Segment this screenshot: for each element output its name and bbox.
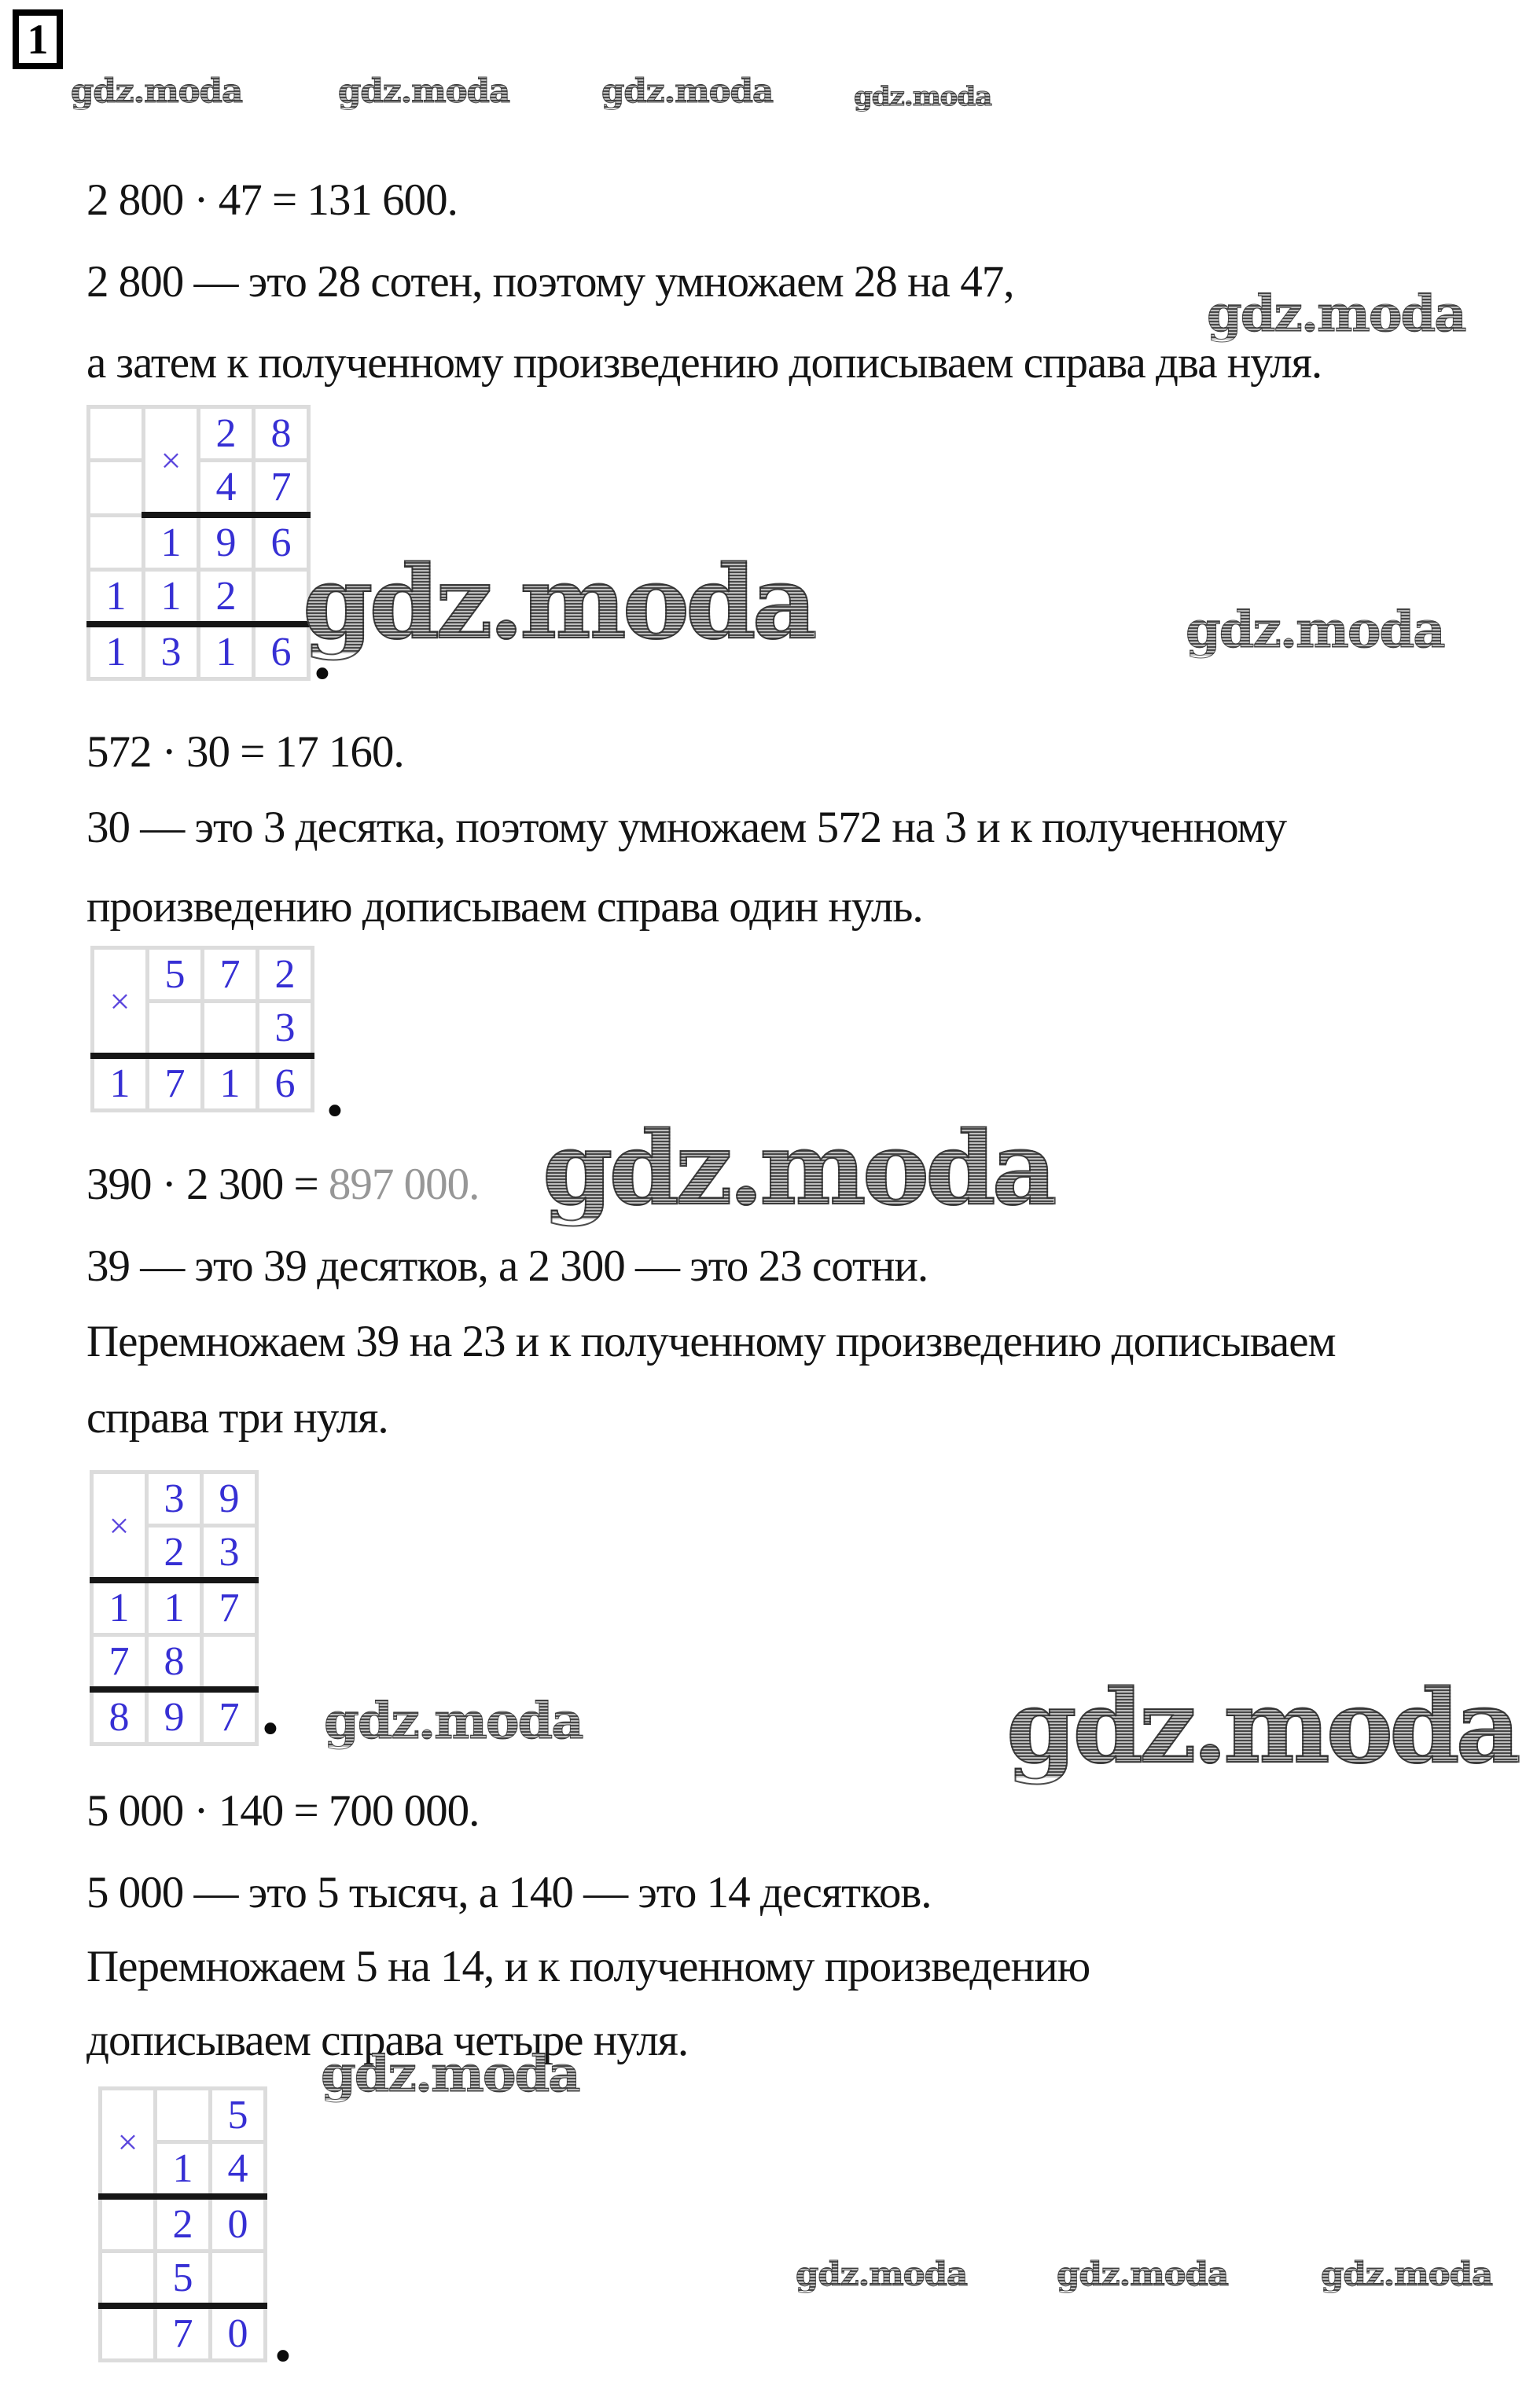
- grid-cell: 8: [145, 1633, 204, 1693]
- multiply-sign: ×: [98, 2086, 157, 2200]
- grid-cell: [200, 999, 259, 1059]
- grid-cell: 5: [145, 946, 204, 1003]
- explanation-line: справа три нуля.: [86, 1393, 389, 1443]
- watermark-text: gdz.moda: [601, 72, 774, 110]
- equation-line: 2 800 · 47 = 131 600.: [86, 175, 458, 225]
- multiply-sign: ×: [142, 405, 200, 518]
- grid-cell: 3: [200, 1524, 259, 1583]
- grid-period: .: [272, 2302, 294, 2376]
- grid-cell: 7: [200, 1687, 259, 1746]
- multiplication-grid-572x3: × 5 7 2 3 1 7 1 6: [90, 946, 314, 1112]
- grid-period: .: [311, 619, 333, 693]
- grid-cell: 6: [256, 1053, 314, 1112]
- multiply-sign: ×: [90, 1470, 149, 1583]
- equation-prefix: 390 · 2 300 =: [86, 1160, 329, 1209]
- multiplication-grid-39x23: × 3 9 2 3 1 1 7 7 8 8 9 7: [90, 1470, 259, 1746]
- grid-cell: 8: [252, 405, 311, 462]
- grid-cell: 7: [90, 1633, 149, 1693]
- grid-period: .: [324, 1057, 346, 1130]
- grid-cell: 0: [208, 2194, 267, 2253]
- grid-cell: 9: [145, 1687, 204, 1746]
- explanation-line: 2 800 — это 28 сотен, поэтому умножаем 2…: [86, 257, 1014, 307]
- grid-cell: 3: [145, 1470, 204, 1528]
- grid-cell: 1: [86, 622, 145, 681]
- grid-cell: 5: [153, 2249, 212, 2309]
- grid-cell: [145, 999, 204, 1059]
- grid-cell: 1: [197, 622, 256, 681]
- grid-cell: 8: [90, 1687, 149, 1746]
- equation-line: 5 000 · 140 = 700 000.: [86, 1786, 480, 1836]
- grid-cell: 1: [90, 1578, 149, 1637]
- watermark-text: gdz.moda: [1006, 1668, 1521, 1786]
- grid-cell: 1: [153, 2140, 212, 2200]
- grid-cell: 3: [142, 622, 200, 681]
- explanation-line: Перемножаем 5 на 14, и к полученному про…: [86, 1942, 1090, 1991]
- watermark-text: gdz.moda: [70, 72, 243, 110]
- watermark-text: gdz.moda: [302, 544, 818, 662]
- explanation-line: 5 000 — это 5 тысяч, а 140 — это 14 деся…: [86, 1868, 932, 1917]
- grid-cell: [98, 2249, 157, 2309]
- grid-cell: 1: [142, 513, 200, 572]
- watermark-text: gdz.moda: [1320, 2255, 1493, 2293]
- watermark-text: gdz.moda: [853, 81, 992, 112]
- grid-cell: 2: [256, 946, 314, 1003]
- multiplication-grid-28x47: × 2 8 4 7 1 9 6 1 1 2 1: [86, 405, 311, 681]
- grid-cell: [86, 513, 145, 572]
- watermark-text: gdz.moda: [324, 1692, 585, 1751]
- grid-cell: 5: [208, 2086, 267, 2144]
- watermark-text: gdz.moda: [542, 1110, 1057, 1228]
- grid-cell: 2: [153, 2194, 212, 2253]
- explanation-line: дописываем справа четыре нуля.: [86, 2016, 689, 2065]
- grid-cell: 0: [208, 2303, 267, 2362]
- grid-cell: 7: [200, 1578, 259, 1637]
- problem-number-badge: 1: [13, 9, 63, 69]
- explanation-line: Перемножаем 39 на 23 и к полученному про…: [86, 1317, 1337, 1366]
- grid-cell: 2: [197, 405, 256, 462]
- grid-cell: 2: [145, 1524, 204, 1583]
- grid-period: .: [259, 1675, 281, 1748]
- grid-cell: 6: [252, 622, 311, 681]
- multiplication-grid-5x14: × 5 1 4 2 0 5 7 0: [98, 2086, 267, 2362]
- grid-cell: 3: [256, 999, 314, 1059]
- grid-cell: [86, 458, 145, 517]
- grid-cell: 1: [90, 1053, 149, 1112]
- explanation-line: 30 — это 3 десятка, поэтому умножаем 572…: [86, 803, 1287, 852]
- watermark-text: gdz.moda: [1186, 601, 1447, 660]
- grid-cell: [86, 405, 145, 462]
- explanation-line: а затем к полученному произведению допис…: [86, 338, 1322, 388]
- grid-cell: [252, 568, 311, 627]
- grid-cell: 7: [252, 458, 311, 518]
- equation-line: 390 · 2 300 = 897 000.: [86, 1160, 480, 1209]
- grid-cell: [153, 2086, 212, 2144]
- multiply-sign: ×: [90, 946, 149, 1059]
- grid-cell: [98, 2303, 157, 2362]
- watermark-text: gdz.moda: [1207, 285, 1468, 344]
- equation-answer: 897 000.: [328, 1160, 480, 1209]
- grid-cell: 6: [252, 513, 311, 572]
- grid-cell: 4: [197, 458, 256, 518]
- grid-cell: [98, 2194, 157, 2253]
- grid-cell: 7: [153, 2303, 212, 2362]
- grid-cell: 1: [200, 1053, 259, 1112]
- grid-cell: 4: [208, 2140, 267, 2200]
- grid-cell: 7: [200, 946, 259, 1003]
- explanation-line: произведению дописываем справа один нуль…: [86, 882, 924, 932]
- grid-cell: 1: [145, 1578, 204, 1637]
- grid-cell: [208, 2249, 267, 2309]
- grid-cell: 2: [197, 568, 256, 627]
- grid-cell: 1: [86, 568, 145, 627]
- grid-cell: 7: [145, 1053, 204, 1112]
- watermark-text: gdz.moda: [321, 2045, 582, 2104]
- grid-cell: 1: [142, 568, 200, 627]
- grid-cell: 9: [200, 1470, 259, 1528]
- grid-cell: 9: [197, 513, 256, 572]
- watermark-text: gdz.moda: [337, 72, 510, 110]
- equation-line: 572 · 30 = 17 160.: [86, 727, 405, 777]
- explanation-line: 39 — это 39 десятков, а 2 300 — это 23 с…: [86, 1241, 928, 1291]
- grid-cell: [200, 1633, 259, 1693]
- watermark-text: gdz.moda: [795, 2255, 968, 2293]
- watermark-text: gdz.moda: [1056, 2255, 1229, 2293]
